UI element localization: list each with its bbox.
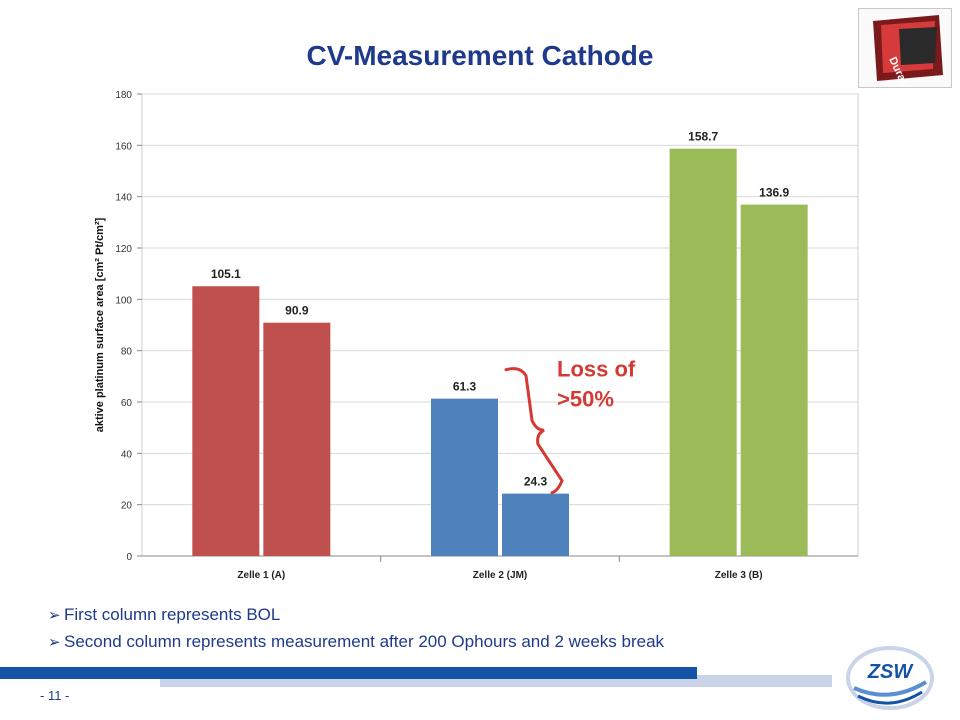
- y-tick-label: 140: [115, 193, 132, 204]
- x-tick-label: Zelle 3 (B): [715, 570, 763, 581]
- arrow-bullet-icon: ➢: [48, 607, 61, 624]
- bullet-item: ➢ Second column represents measurement af…: [48, 631, 664, 654]
- x-tick-label: Zelle 2 (JM): [473, 570, 527, 581]
- annotation-text: Loss of: [557, 356, 636, 381]
- footer-bar-dark: [0, 667, 697, 679]
- y-axis-label: aktive platinum surface area [cm² Pt/cm²…: [94, 217, 106, 432]
- bar: [740, 204, 808, 556]
- y-tick-label: 0: [126, 552, 132, 563]
- data-label: 24.3: [524, 475, 548, 489]
- y-tick-label: 40: [121, 449, 133, 460]
- page-number: - 11 -: [40, 688, 70, 703]
- arrow-bullet-icon: ➢: [48, 634, 61, 651]
- bar: [263, 322, 331, 556]
- annotation-brace: [504, 367, 564, 495]
- zsw-logo: ZSW: [840, 642, 940, 714]
- data-label: 90.9: [285, 304, 309, 318]
- bar: [502, 493, 569, 556]
- annotation-text: >50%: [557, 386, 614, 411]
- y-tick-label: 160: [115, 141, 132, 152]
- y-tick-label: 60: [121, 398, 133, 409]
- plot-area: [141, 93, 859, 557]
- zsw-globe-icon: ZSW: [846, 646, 934, 710]
- y-tick-label: 120: [115, 244, 132, 255]
- slide-title: CV-Measurement Cathode: [306, 40, 654, 71]
- chart-area: 0 20 40 60 80 100 120 140 160 180 aktive platinum …: [88, 82, 860, 588]
- data-label: 105.1: [211, 267, 241, 281]
- zsw-logo-text: ZSW: [867, 661, 915, 683]
- bar: [669, 148, 737, 557]
- durability-badge-icon: Durability: [873, 15, 943, 107]
- y-tick-label: 180: [115, 90, 132, 101]
- bar-chart: 0 20 40 60 80 100 120 140 160 180 aktive platinum …: [94, 90, 859, 581]
- y-tick-label: 80: [121, 347, 133, 358]
- data-label: 61.3: [453, 380, 477, 394]
- data-label: 158.7: [688, 130, 718, 144]
- x-tick-label: Zelle 1 (A): [237, 570, 285, 581]
- bullet-list: ➢ First column represents BOL ➢ Second col…: [48, 604, 664, 658]
- bullet-text: First column represents BOL: [64, 605, 281, 624]
- data-label: 136.9: [759, 186, 789, 200]
- durability-logo: Durability: [858, 8, 952, 107]
- bar: [431, 398, 498, 556]
- bullet-text: Second column represents measurement aft…: [64, 632, 665, 651]
- bar: [192, 286, 260, 556]
- y-tick-label: 20: [121, 501, 133, 512]
- y-tick-label: 100: [115, 295, 132, 306]
- bullet-item: ➢ First column represents BOL: [48, 604, 664, 627]
